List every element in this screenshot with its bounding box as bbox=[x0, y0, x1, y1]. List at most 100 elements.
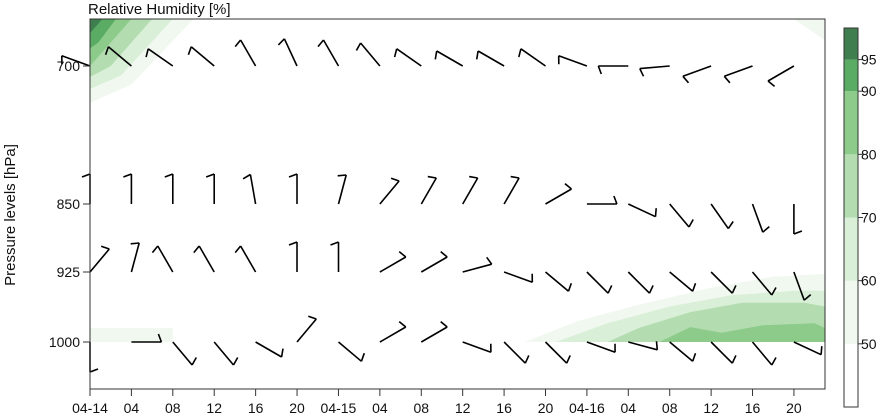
wind-barb bbox=[628, 341, 659, 351]
colorbar-bin bbox=[844, 154, 858, 218]
colorbar-tick-label: 95 bbox=[861, 52, 877, 68]
wind-barb bbox=[669, 341, 697, 362]
wind-barb bbox=[420, 175, 437, 205]
wind-barb bbox=[682, 65, 712, 84]
wind-barb bbox=[793, 341, 823, 356]
x-tick-label: 20 bbox=[538, 400, 554, 416]
wind-barb bbox=[475, 50, 505, 67]
x-tick-label: 12 bbox=[703, 400, 719, 416]
wind-barb bbox=[193, 245, 215, 273]
x-tick-label: 12 bbox=[455, 400, 471, 416]
x-axis: 04-14 04 08 12 16 20 04-15 04 08 12 16 20 04-16 04 08 1… bbox=[72, 389, 802, 416]
wind-barb bbox=[61, 54, 91, 67]
colorbar-tick-label: 60 bbox=[861, 273, 877, 289]
colorbar-tick-label: 80 bbox=[861, 146, 877, 162]
wind-barb bbox=[288, 173, 298, 204]
wind-barb bbox=[586, 341, 616, 354]
x-tick-label: 08 bbox=[165, 400, 181, 416]
humidity-fill-layer bbox=[90, 19, 825, 342]
colorbar-bin bbox=[844, 28, 858, 60]
wind-barb bbox=[710, 203, 734, 230]
wind-barb bbox=[234, 245, 257, 273]
wind-barb bbox=[317, 39, 340, 67]
wind-barb bbox=[255, 341, 284, 358]
wind-barb bbox=[330, 241, 340, 272]
x-tick-label: 04 bbox=[372, 400, 388, 416]
colorbar-bin bbox=[844, 217, 858, 281]
wind-barb bbox=[669, 271, 697, 292]
wind-barb bbox=[131, 333, 163, 343]
wind-barb bbox=[710, 271, 737, 294]
wind-barb bbox=[793, 204, 803, 235]
wind-barb bbox=[379, 320, 407, 343]
x-tick-label: 12 bbox=[206, 400, 222, 416]
wind-barb bbox=[104, 46, 132, 67]
wind-barb bbox=[296, 315, 317, 343]
wind-barb bbox=[586, 195, 618, 205]
wind-barb bbox=[462, 175, 479, 205]
wind-barb bbox=[793, 271, 812, 301]
wind-barb bbox=[767, 65, 795, 88]
wind-barb bbox=[89, 342, 99, 373]
x-tick-label: 04-16 bbox=[569, 400, 605, 416]
wind-barb bbox=[123, 173, 133, 204]
wind-barb bbox=[434, 50, 464, 67]
wind-barb bbox=[723, 65, 753, 84]
x-tick-label: 04 bbox=[621, 400, 637, 416]
wind-barb bbox=[710, 341, 737, 364]
colorbar-bin bbox=[844, 280, 858, 344]
wind-barb bbox=[518, 48, 546, 67]
x-tick-label: 08 bbox=[413, 400, 429, 416]
wind-barb bbox=[557, 54, 588, 67]
wind-barb bbox=[145, 48, 174, 67]
wind-barb bbox=[627, 271, 654, 294]
x-tick-label: 20 bbox=[786, 400, 802, 416]
colorbar-bin bbox=[844, 59, 858, 92]
wind-barb bbox=[187, 46, 215, 67]
wind-barb bbox=[379, 177, 400, 205]
wind-barb bbox=[337, 174, 347, 205]
wind-barb bbox=[462, 341, 492, 354]
wind-barb bbox=[234, 39, 257, 67]
humidity-region-6 bbox=[793, 19, 825, 41]
y-axis-title: Pressure levels [hPa] bbox=[2, 144, 19, 286]
wind-barb bbox=[503, 271, 534, 284]
wind-barb bbox=[503, 175, 520, 205]
colorbar-bin bbox=[844, 343, 858, 407]
wind-barb bbox=[586, 271, 613, 294]
x-tick-label: 04-15 bbox=[321, 400, 357, 416]
x-tick-label: 04-14 bbox=[72, 400, 108, 416]
wind-barb bbox=[545, 182, 573, 205]
humidity-region-11 bbox=[659, 323, 825, 342]
wind-barb bbox=[751, 341, 777, 366]
wind-barb bbox=[151, 245, 174, 273]
wind-barb bbox=[597, 65, 629, 75]
colorbar-tick-label: 50 bbox=[861, 336, 877, 352]
y-axis: 700 850 925 1000 bbox=[49, 58, 90, 350]
wind-barb bbox=[544, 341, 571, 364]
wind-barb bbox=[277, 38, 298, 67]
wind-barb bbox=[393, 48, 422, 67]
wind-barb bbox=[89, 245, 110, 273]
y-tick-label: 1000 bbox=[49, 334, 80, 350]
humidity-region-7 bbox=[90, 328, 173, 342]
wind-barb bbox=[420, 250, 448, 273]
y-tick-label: 925 bbox=[57, 264, 81, 280]
wind-barb bbox=[81, 173, 91, 204]
x-tick-label: 04 bbox=[124, 400, 140, 416]
x-tick-label: 16 bbox=[745, 400, 761, 416]
x-tick-label: 16 bbox=[496, 400, 512, 416]
wind-barb bbox=[213, 341, 239, 366]
wind-barb bbox=[355, 42, 381, 67]
wind-barb bbox=[288, 241, 298, 272]
colorbar-tick-label: 70 bbox=[861, 210, 877, 226]
wind-barb bbox=[172, 341, 197, 366]
wind-barb bbox=[639, 65, 670, 77]
wind-barb bbox=[751, 271, 777, 296]
wind-barb bbox=[205, 173, 215, 204]
wind-barb bbox=[130, 242, 140, 273]
wind-barb bbox=[544, 271, 573, 292]
colorbar-tick-label: 90 bbox=[861, 83, 877, 99]
wind-barb bbox=[627, 203, 657, 218]
wind-barb bbox=[751, 203, 770, 233]
